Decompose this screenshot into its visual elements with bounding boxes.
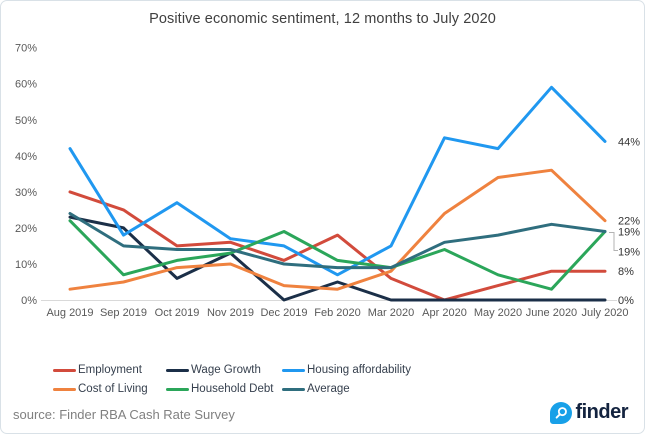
legend-label-household-debt: Household Debt [191, 383, 274, 395]
x-axis-tick-sep-2019: Sep 2019 [100, 307, 147, 319]
y-axis-tick-60: 60% [15, 79, 37, 91]
end-label-average: 19% [618, 247, 640, 259]
series-line-household-debt [68, 219, 607, 291]
y-axis-tick-40: 40% [15, 151, 37, 163]
chart-title: Positive economic sentiment, 12 months t… [149, 11, 496, 27]
x-axis-tick-dec-2019: Dec 2019 [260, 307, 307, 319]
legend-label-employment: Employment [78, 364, 142, 376]
legend-swatch-cost-of-living [53, 387, 76, 391]
end-label-leader-average [609, 232, 618, 251]
series-line-housing-affordability [68, 85, 607, 277]
x-axis-tick-feb-2020: Feb 2020 [314, 307, 360, 319]
legend-label-housing-affordability: Housing affordability [307, 364, 411, 376]
end-label-employment: 8% [618, 266, 634, 278]
x-axis-tick-nov-2019: Nov 2019 [207, 307, 254, 319]
y-axis-tick-30: 30% [15, 187, 37, 199]
finder-logo: finder [550, 401, 628, 424]
legend-swatch-wage-growth [166, 368, 189, 372]
legend-item-wage-growth: Wage Growth [166, 363, 261, 377]
legend-swatch-average [282, 387, 305, 391]
y-axis-tick-70: 70% [15, 43, 37, 55]
legend-label-cost-of-living: Cost of Living [78, 383, 148, 395]
magnifier-badge-icon [550, 401, 573, 424]
x-axis-tick-june-2020: June 2020 [526, 307, 577, 319]
series-line-average [68, 212, 607, 270]
x-axis-tick-mar-2020: Mar 2020 [368, 307, 414, 319]
y-axis-tick-10: 10% [15, 259, 37, 271]
x-axis-tick-oct-2019: Oct 2019 [155, 307, 200, 319]
legend-item-cost-of-living: Cost of Living [53, 382, 148, 396]
x-axis-tick-may-2020: May 2020 [474, 307, 522, 319]
end-label-cost-of-living: 22% [618, 216, 640, 228]
x-axis-tick-july-2020: July 2020 [581, 307, 628, 319]
series-line-employment [68, 190, 607, 302]
legend-swatch-household-debt [166, 387, 189, 391]
end-label-household-debt: 19% [618, 227, 640, 239]
y-axis-tick-0: 0% [21, 295, 37, 307]
legend-swatch-housing-affordability [282, 368, 305, 372]
legend-item-housing-affordability: Housing affordability [282, 363, 411, 377]
y-axis-tick-20: 20% [15, 223, 37, 235]
y-axis-tick-50: 50% [15, 115, 37, 127]
line-chart: 0% 10% 20% 30% 40% 50% 60% 70% Aug 2019 Sep 2019 O… [15, 43, 640, 319]
legend-item-household-debt: Household Debt [166, 382, 273, 396]
x-axis-tick-apr-2020: Apr 2020 [422, 307, 467, 319]
legend-item-employment: Employment [53, 363, 142, 377]
end-label-housing-affordability: 44% [618, 136, 640, 148]
legend-item-average: Average [282, 382, 350, 396]
legend-label-wage-growth: Wage Growth [191, 364, 261, 376]
legend-swatch-employment [53, 368, 76, 372]
source-caption: source: Finder RBA Cash Rate Survey [13, 407, 235, 422]
series-line-wage-growth [68, 215, 607, 302]
end-label-wage-growth: 0% [618, 295, 634, 307]
finder-logo-text: finder [575, 401, 628, 423]
series-line-cost-of-living [68, 168, 607, 291]
x-axis-tick-aug-2019: Aug 2019 [46, 307, 93, 319]
legend-label-average: Average [307, 383, 350, 395]
